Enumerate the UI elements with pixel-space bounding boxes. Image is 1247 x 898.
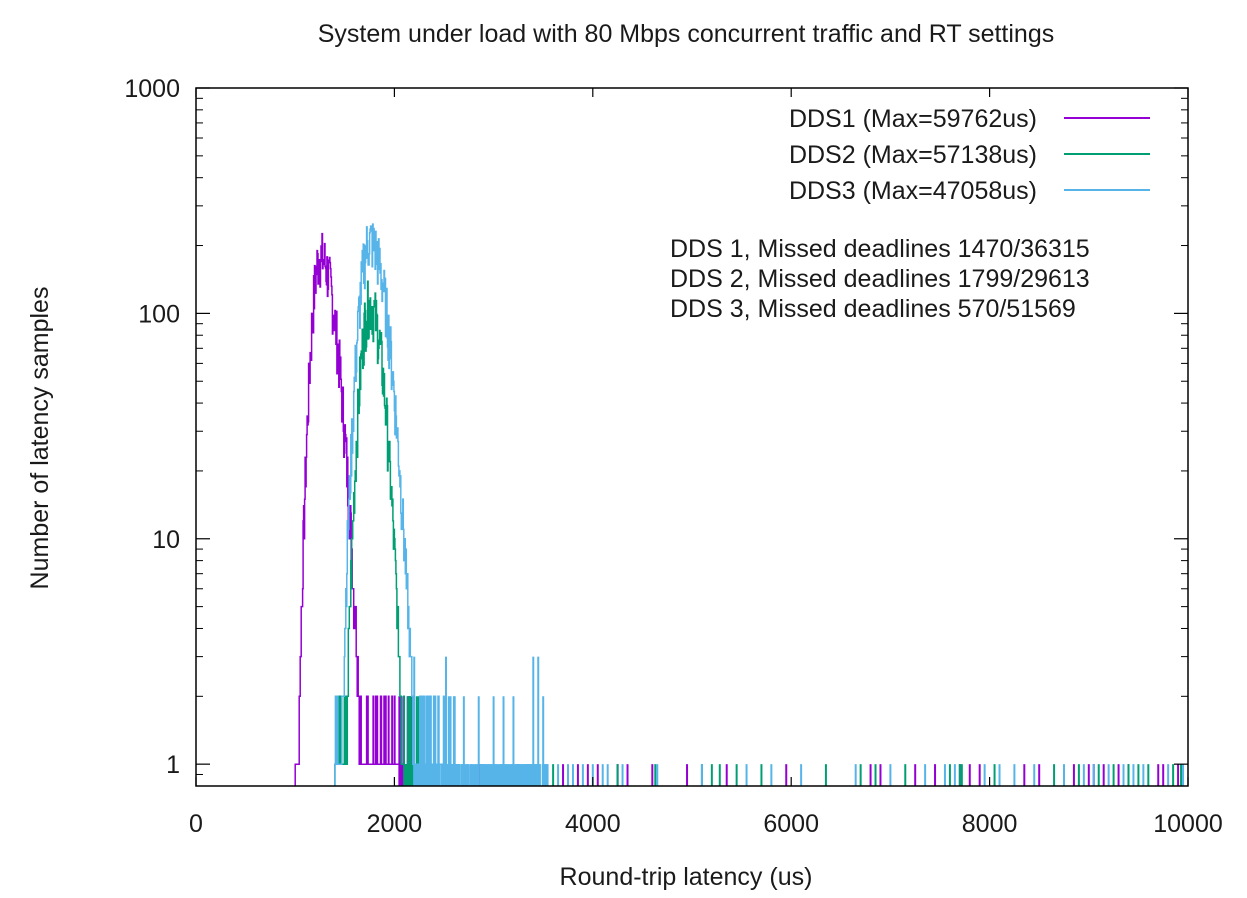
x-tick-label: 2000 — [367, 810, 423, 838]
series-2 — [334, 280, 1183, 786]
legend-label: DDS2 (Max=57138us) — [789, 141, 1037, 169]
annotation-dds3: DDS 3, Missed deadlines 570/51569 — [670, 295, 1076, 323]
plot-frame — [195, 87, 1189, 787]
legend: DDS1 (Max=59762us) DDS2 (Max=57138us) DDS3… — [789, 105, 1150, 205]
annotation-dds1: DDS 1, Missed deadlines 1470/36315 — [670, 235, 1090, 263]
series-3 — [334, 223, 1185, 786]
legend-label: DDS1 (Max=59762us) — [789, 105, 1037, 133]
y-tick-label: 1000 — [124, 75, 180, 103]
legend-label: DDS3 (Max=47058us) — [789, 177, 1037, 205]
series-curve-2 — [334, 280, 406, 786]
series-layer — [294, 223, 1185, 786]
series-curve-1 — [294, 232, 401, 786]
x-tick-label: 10000 — [1153, 810, 1223, 838]
y-tick-label: 100 — [138, 300, 180, 328]
y-axis-ticks: 1 10 100 1000 — [124, 75, 1188, 779]
y-tick-label: 1 — [166, 751, 180, 779]
annotation-dds2: DDS 2, Missed deadlines 1799/29613 — [670, 265, 1090, 293]
x-tick-label: 6000 — [763, 810, 819, 838]
x-tick-label: 0 — [189, 810, 203, 838]
chart-title: System under load with 80 Mbps concurren… — [318, 20, 1055, 48]
y-axis-label: Number of latency samples — [26, 287, 54, 590]
y-tick-label: 10 — [152, 526, 180, 554]
annotations: DDS 1, Missed deadlines 1470/36315 DDS 2… — [670, 235, 1090, 323]
x-tick-label: 8000 — [962, 810, 1018, 838]
x-axis-ticks: 0 2000 4000 6000 8000 10000 — [189, 88, 1223, 838]
x-axis-label: Round-trip latency (us) — [560, 863, 813, 891]
x-tick-label: 4000 — [565, 810, 621, 838]
